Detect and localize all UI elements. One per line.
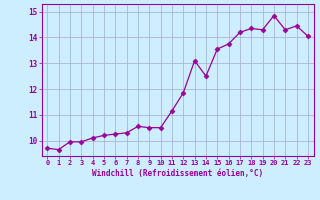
X-axis label: Windchill (Refroidissement éolien,°C): Windchill (Refroidissement éolien,°C) [92, 169, 263, 178]
